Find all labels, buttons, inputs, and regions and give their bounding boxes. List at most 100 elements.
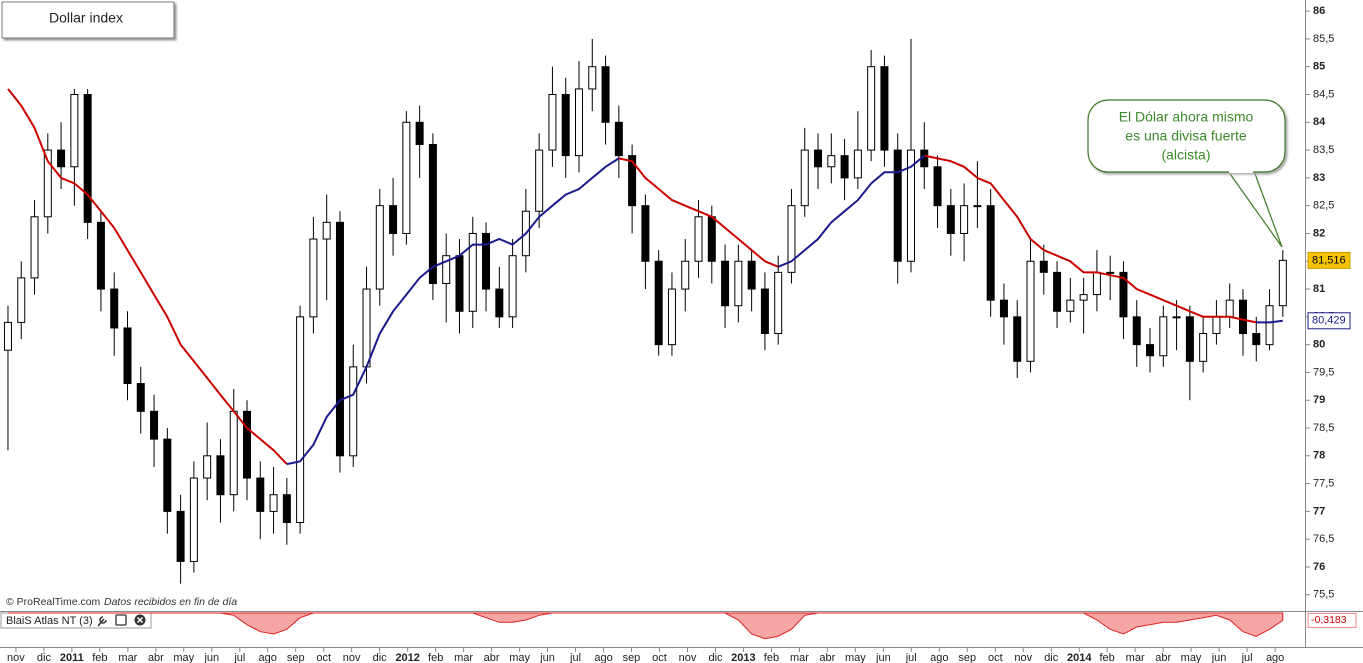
candle-body	[96, 221, 105, 290]
candle-body	[1053, 271, 1062, 312]
x-tick-label: 2012	[395, 652, 419, 663]
candle-body	[1132, 316, 1141, 346]
candle-body	[1199, 333, 1208, 362]
candle-body	[1278, 259, 1287, 307]
candle-body	[296, 316, 305, 524]
ma-last-label: 80,429	[1312, 315, 1346, 327]
y-tick-label: 79	[1313, 394, 1325, 406]
x-tick-label: mar	[790, 652, 809, 663]
x-tick-label: sep	[958, 652, 976, 663]
x-tick-label: oct	[316, 652, 331, 663]
candle-body	[256, 477, 265, 512]
candle-body	[269, 494, 278, 512]
x-tick-label: abr	[148, 652, 164, 663]
x-tick-label: jun	[203, 652, 219, 663]
candle-body	[110, 288, 119, 329]
title-box	[1, 1, 175, 39]
x-tick-label: nov	[7, 652, 25, 663]
candle-body	[229, 410, 238, 496]
candle-body	[1172, 316, 1181, 319]
candle-body	[933, 166, 942, 207]
annotation-line: (alcista)	[1161, 147, 1210, 163]
candle-body	[667, 288, 676, 346]
x-tick-label: jun	[539, 652, 555, 663]
y-tick-label: 85	[1313, 61, 1325, 73]
y-tick-label: 82,5	[1313, 200, 1334, 212]
candle-body	[999, 299, 1008, 318]
y-tick-label: 77	[1313, 505, 1325, 517]
x-tick-label: abr	[484, 652, 500, 663]
candle-body	[415, 121, 424, 146]
candle-body	[880, 66, 889, 151]
candle-body	[3, 321, 12, 351]
indicator-name: BlaiS Atlas NT (3)	[6, 615, 93, 627]
indicator-icons[interactable]	[97, 614, 146, 627]
candle-body	[216, 455, 225, 496]
candle-body	[335, 221, 344, 457]
candle-body	[1238, 299, 1247, 335]
candle-body	[428, 144, 437, 284]
x-tick-label: nov	[1014, 652, 1032, 663]
x-tick-label: 2014	[1067, 652, 1092, 663]
candle-body	[734, 260, 743, 307]
candle-body	[1079, 294, 1088, 301]
candle-body	[707, 216, 716, 262]
candle-body	[442, 255, 451, 284]
x-tick-label: dic	[1044, 652, 1059, 663]
candle-body	[1265, 305, 1274, 346]
candle-body	[641, 205, 650, 262]
x-tick-label: ago	[594, 652, 612, 663]
candle-body	[482, 232, 491, 290]
candle-body	[906, 149, 915, 262]
y-tick-label: 84,5	[1313, 88, 1334, 100]
x-tick-label: 2011	[60, 652, 84, 663]
window-icon[interactable]	[115, 614, 127, 626]
candle-body	[1252, 333, 1261, 346]
candle-body	[960, 205, 969, 234]
candle-body	[614, 121, 623, 157]
candle-body	[986, 205, 995, 301]
y-tick-label: 78	[1313, 450, 1325, 462]
candle-body	[1146, 344, 1155, 357]
candle-body	[402, 121, 411, 234]
candle-body	[800, 149, 809, 207]
x-tick-label: sep	[287, 652, 305, 663]
candle-body	[43, 149, 52, 218]
close-icon-x	[136, 616, 144, 624]
x-tick-label: mar	[454, 652, 473, 663]
y-tick-label: 81	[1313, 283, 1325, 295]
candle-body	[163, 438, 172, 512]
candle-body	[1066, 299, 1075, 312]
x-tick-label: jul	[905, 652, 917, 663]
x-tick-label: may	[173, 652, 194, 663]
candle-body	[1039, 260, 1048, 273]
candle-body	[1092, 271, 1101, 296]
x-tick-label: feb	[92, 652, 107, 663]
x-tick-label: mar	[1126, 652, 1145, 663]
candle-body	[375, 205, 384, 290]
candle-body	[189, 477, 198, 562]
candle-body	[893, 149, 902, 262]
candle-body	[827, 155, 836, 168]
candle-body	[362, 288, 371, 368]
x-tick-label: 2013	[731, 652, 755, 663]
candle-body	[136, 383, 145, 412]
candle-body	[681, 260, 690, 290]
x-tick-label: feb	[428, 652, 443, 663]
moving-average	[286, 154, 1283, 466]
candle-body	[1013, 316, 1022, 362]
candle-body	[946, 205, 955, 234]
settings-icon[interactable]	[97, 616, 107, 627]
x-tick-label: abr	[819, 652, 835, 663]
x-tick-label: oct	[988, 652, 1003, 663]
indicator-last-label: -0,3183	[1311, 614, 1347, 626]
last-price-label: 81,516	[1312, 254, 1346, 266]
candle-body	[203, 455, 212, 479]
moving-average	[7, 88, 1257, 465]
y-tick-label: 78,5	[1313, 422, 1334, 434]
candle-body	[282, 494, 291, 524]
y-tick-label: 76,5	[1313, 533, 1334, 545]
candle-body	[322, 221, 331, 240]
plot	[3, 38, 1287, 584]
